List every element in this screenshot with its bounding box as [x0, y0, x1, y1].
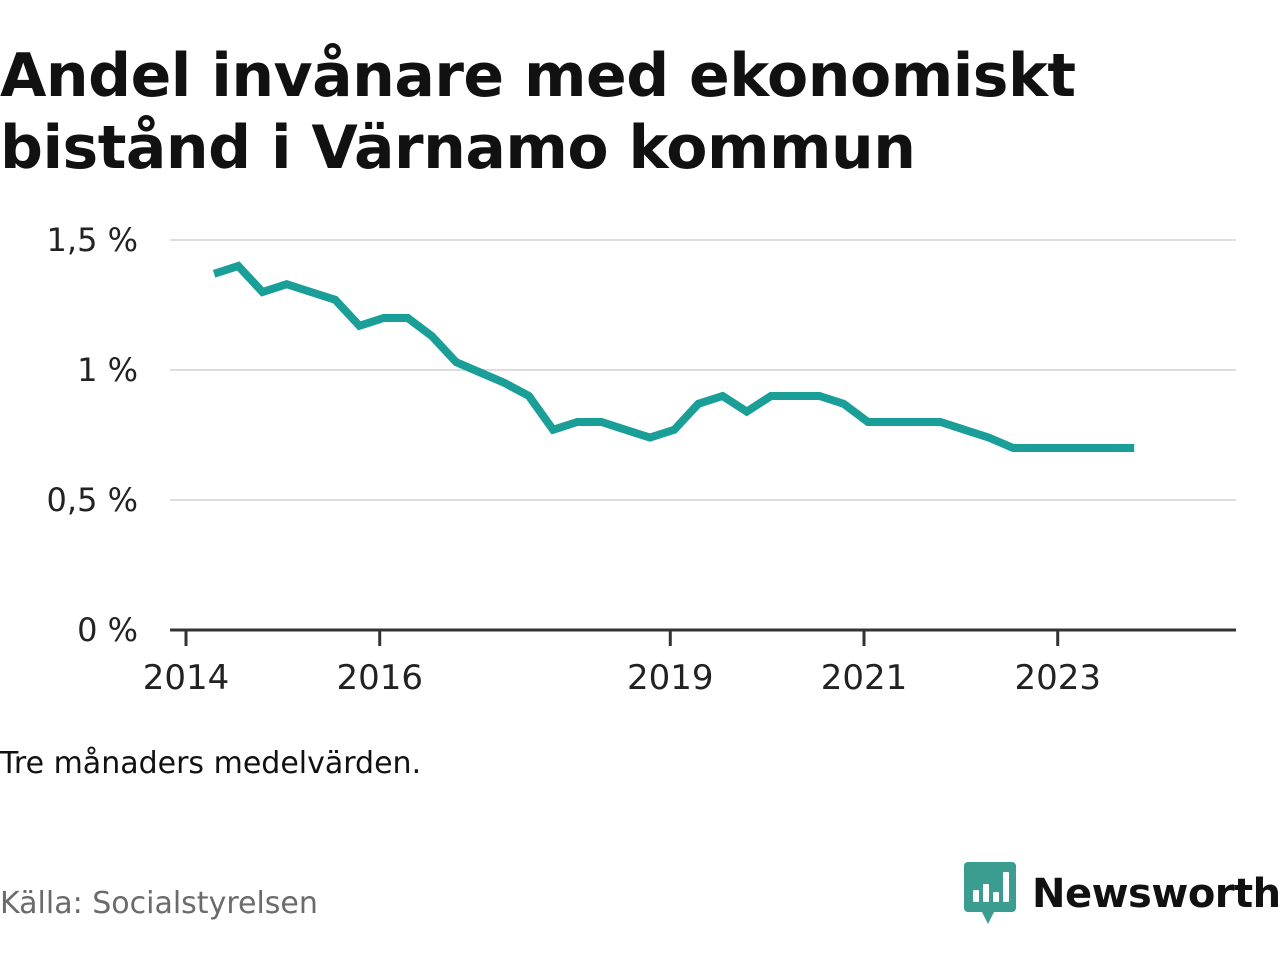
x-tick-label: 2021 — [821, 658, 908, 698]
data-point — [383, 317, 385, 319]
y-tick-label: 1 % — [77, 351, 138, 389]
data-point — [843, 403, 845, 405]
y-axis-tick-labels: 0 % 0,5 % 1 % 1,5 % — [47, 221, 138, 649]
data-point — [479, 372, 481, 374]
data-point — [407, 317, 409, 319]
data-point — [1061, 447, 1063, 449]
data-point — [770, 395, 772, 397]
data-point — [237, 265, 239, 267]
data-point — [262, 291, 264, 293]
chart-title: Andel invånare med ekonomiskt bistånd i … — [0, 41, 1076, 183]
data-point — [334, 299, 336, 301]
data-point — [576, 421, 578, 423]
data-point — [552, 429, 554, 431]
x-axis: 2014 2016 2019 2021 2023 — [143, 628, 1236, 698]
data-point — [625, 429, 627, 431]
data-point — [940, 421, 942, 423]
data-point — [891, 421, 893, 423]
data-point — [1036, 447, 1038, 449]
data-point — [213, 273, 215, 275]
x-tick-label: 2014 — [143, 658, 230, 698]
data-point — [746, 411, 748, 413]
series-layer — [212, 261, 1135, 452]
newsworthy-logo-icon — [964, 862, 1016, 924]
data-point — [528, 395, 530, 397]
data-point — [601, 421, 603, 423]
y-tick-label: 0,5 % — [47, 481, 138, 519]
data-point — [310, 291, 312, 293]
data-point — [722, 395, 724, 397]
data-point — [649, 437, 651, 439]
data-point — [988, 437, 990, 439]
data-point — [286, 283, 288, 285]
x-tick-label: 2019 — [627, 658, 714, 698]
x-tick-label: 2023 — [1014, 658, 1101, 698]
data-point — [867, 421, 869, 423]
source-credit: Källa: Socialstyrelsen — [0, 886, 318, 921]
data-point — [504, 382, 506, 384]
data-point — [455, 361, 457, 363]
data-point — [431, 335, 433, 337]
brand-logo: Newsworthy — [964, 862, 1280, 926]
data-point — [964, 429, 966, 431]
chart-note: Tre månaders medelvärden. — [0, 746, 422, 781]
x-tick-label: 2016 — [336, 658, 423, 698]
y-tick-label: 1,5 % — [47, 221, 138, 259]
gridlines — [170, 239, 1236, 501]
data-point — [1109, 447, 1111, 449]
series-line — [212, 261, 1135, 452]
line-chart: 0 % 0,5 % 1 % 1,5 % 2014 2016 2019 2021 2023 — [47, 221, 1236, 698]
data-point — [818, 395, 820, 397]
data-point — [673, 429, 675, 431]
data-point — [358, 325, 360, 327]
y-tick-label: 0 % — [77, 611, 138, 649]
data-point — [1012, 447, 1014, 449]
brand-name: Newsworthy — [1032, 871, 1280, 917]
data-point — [794, 395, 796, 397]
data-point — [697, 403, 699, 405]
data-point — [1085, 447, 1087, 449]
data-point — [1133, 447, 1135, 449]
data-point — [915, 421, 917, 423]
